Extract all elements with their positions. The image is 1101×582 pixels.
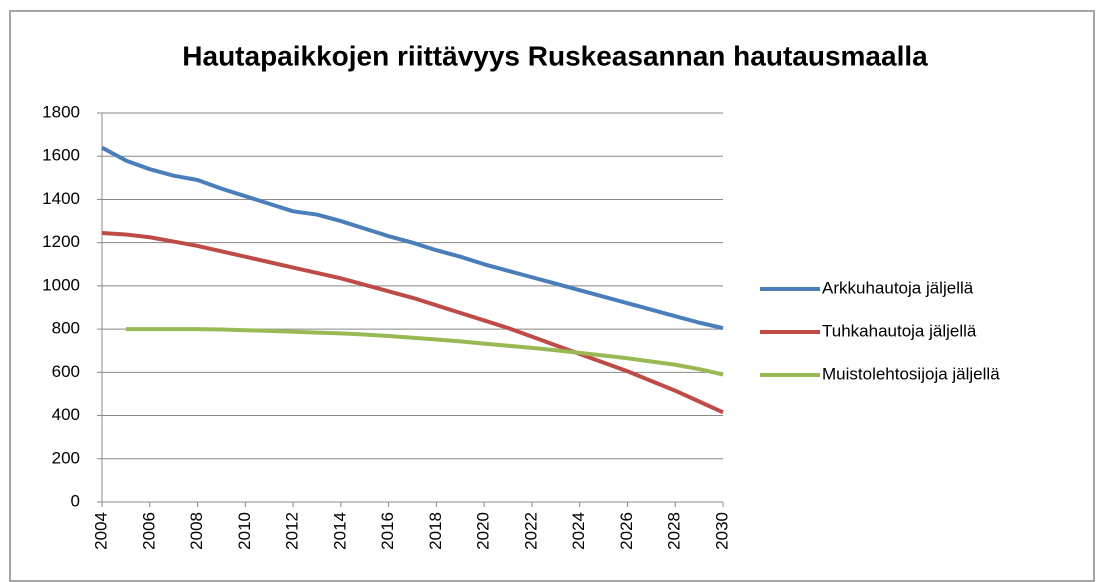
x-tick-label: 2020 [474, 512, 493, 550]
chart-border [9, 10, 1095, 582]
x-tick-label: 2010 [235, 512, 254, 550]
y-tick-label: 1400 [42, 189, 80, 208]
x-tick-label: 2006 [139, 512, 158, 550]
series-line [101, 230, 724, 415]
y-tick-label: 600 [52, 362, 80, 381]
legend-label: Arkkuhautoja jäljellä [822, 278, 974, 297]
y-tick-label: 200 [52, 448, 80, 467]
x-tick-label: 2028 [665, 512, 684, 550]
series-line [101, 145, 724, 330]
x-tick-label: 2012 [283, 512, 302, 550]
y-tick-label: 1000 [42, 275, 80, 294]
x-tick-label: 2018 [426, 512, 445, 550]
y-tick-label: 1600 [42, 146, 80, 165]
y-tick-label: 0 [71, 491, 80, 510]
x-tick-label: 2030 [712, 512, 731, 550]
legend-label: Muistolehtosijoja jäljellä [822, 364, 1000, 383]
x-tick-label: 2008 [187, 512, 206, 550]
y-tick-label: 400 [52, 405, 80, 424]
x-tick-label: 2026 [617, 512, 636, 550]
chart-title: Hautapaikkojen riittävyys Ruskeasannan h… [182, 40, 928, 71]
x-tick-label: 2016 [378, 512, 397, 550]
x-tick-label: 2014 [330, 512, 349, 550]
y-tick-label: 800 [52, 319, 80, 338]
series-line [125, 327, 724, 377]
x-tick-label: 2022 [521, 512, 540, 550]
y-tick-label: 1800 [42, 102, 80, 121]
legend-label: Tuhkahautoja jäljellä [822, 321, 977, 340]
y-tick-label: 1200 [42, 232, 80, 251]
x-tick-label: 2024 [569, 512, 588, 550]
x-tick-label: 2004 [91, 512, 110, 550]
